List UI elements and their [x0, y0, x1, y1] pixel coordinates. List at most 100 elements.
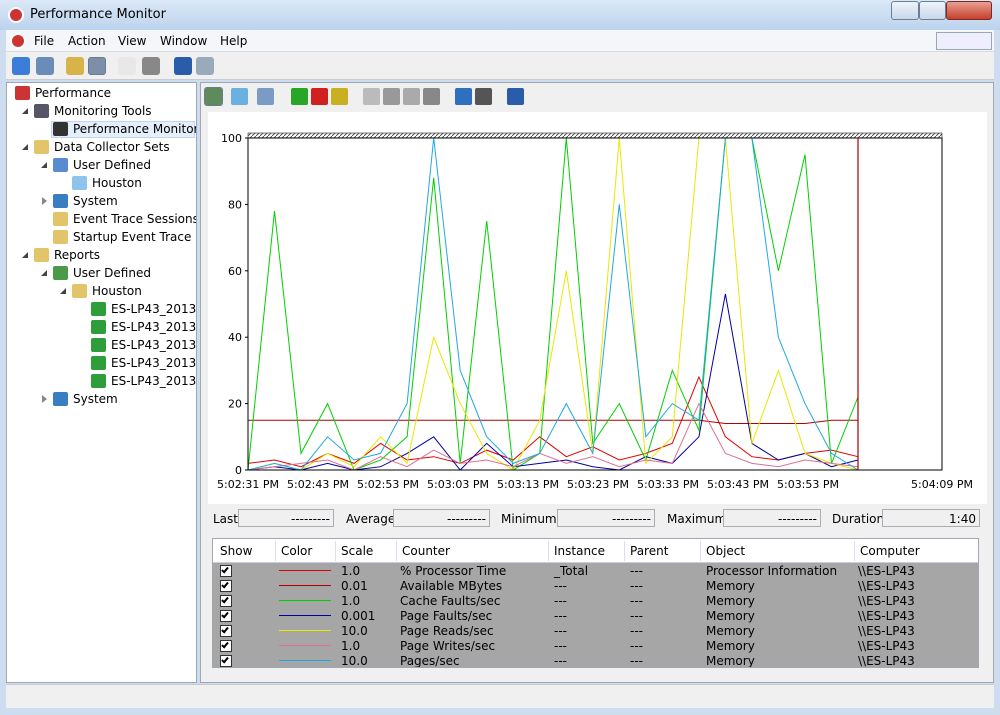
expander[interactable]: [42, 395, 47, 403]
column-header[interactable]: Object: [706, 544, 746, 558]
menu-item[interactable]: Window: [160, 34, 208, 48]
tree-item[interactable]: ES-LP43_201301: [111, 320, 197, 334]
toolbar-button[interactable]: [142, 57, 160, 75]
x-tick-label: 5:02:43 PM: [287, 478, 349, 491]
chart-tool[interactable]: [331, 88, 348, 105]
tree-icon: [34, 140, 49, 154]
tree-item[interactable]: Houston: [92, 284, 142, 298]
y-tick-label: 0: [235, 464, 242, 477]
chart-tool[interactable]: [507, 88, 524, 105]
chart-tool[interactable]: [363, 88, 380, 105]
y-tick-label: 80: [228, 198, 242, 211]
expander[interactable]: [42, 197, 47, 205]
series-line: [248, 137, 859, 470]
show-checkbox[interactable]: [220, 640, 232, 652]
chart-tool[interactable]: [311, 88, 328, 105]
column-header[interactable]: Instance: [554, 544, 606, 558]
instance: ---: [554, 654, 567, 668]
chart-tool[interactable]: [291, 88, 308, 105]
tree-item[interactable]: User Defined: [73, 266, 151, 280]
tree-item[interactable]: ES-LP43_201301: [111, 374, 197, 388]
toolbar-button[interactable]: [196, 57, 214, 75]
column-header[interactable]: Scale: [341, 544, 374, 558]
chart-tool[interactable]: [423, 88, 440, 105]
mdi-buttons[interactable]: [936, 32, 992, 50]
x-tick-label: 5:03:43 PM: [707, 478, 769, 491]
tree-item[interactable]: System: [73, 194, 118, 208]
menu-item[interactable]: Help: [220, 34, 248, 48]
series-line: [248, 137, 859, 470]
tree-item[interactable]: Houston: [92, 176, 142, 190]
chart-tool[interactable]: [383, 88, 400, 105]
menu-item[interactable]: File: [34, 34, 55, 48]
expander[interactable]: [60, 288, 66, 294]
minimize-button[interactable]: [891, 1, 919, 20]
object: Processor Information: [706, 564, 838, 578]
close-button[interactable]: [946, 1, 992, 20]
maximize-button[interactable]: [919, 1, 946, 20]
show-checkbox[interactable]: [220, 610, 232, 622]
scale: 10.0: [341, 624, 368, 638]
tree-item[interactable]: User Defined: [73, 158, 151, 172]
column-header[interactable]: Show: [220, 544, 253, 558]
tree-icon: [53, 158, 68, 172]
series-line: [248, 375, 859, 468]
show-checkbox[interactable]: [220, 580, 232, 592]
tree-icon: [34, 104, 49, 118]
tree-icon: [91, 374, 106, 388]
chart-tool[interactable]: [455, 88, 472, 105]
tree-item[interactable]: System: [73, 392, 118, 406]
toolbar-button[interactable]: [118, 57, 136, 75]
tree-item[interactable]: ES-LP43_201301: [111, 302, 197, 316]
instance: ---: [554, 624, 567, 638]
chart-tool[interactable]: [231, 88, 248, 105]
tree-item[interactable]: Event Trace Sessions: [73, 212, 197, 226]
toolbar-button[interactable]: [12, 57, 30, 75]
expander[interactable]: [41, 270, 47, 276]
tree-icon: [91, 302, 106, 316]
tree-item[interactable]: Data Collector Sets: [54, 140, 170, 154]
tree-item[interactable]: Performance Monitor: [73, 122, 197, 136]
show-checkbox[interactable]: [220, 565, 232, 577]
tree-item[interactable]: Startup Event Trace Ses: [73, 230, 196, 244]
tree-item[interactable]: Performance: [35, 86, 112, 100]
column-divider: [624, 541, 625, 561]
tree-item[interactable]: ES-LP43_201301: [111, 338, 197, 352]
toolbar-button[interactable]: [36, 57, 54, 75]
x-tick-label: 5:03:03 PM: [427, 478, 489, 491]
check-mark: [221, 655, 229, 664]
toolbar-button[interactable]: [66, 57, 84, 75]
show-checkbox[interactable]: [220, 625, 232, 637]
x-tick-label: 5:03:33 PM: [637, 478, 699, 491]
show-checkbox[interactable]: [220, 655, 232, 667]
toolbar-button[interactable]: [174, 57, 192, 75]
menu-item[interactable]: View: [118, 34, 147, 48]
chart-tool[interactable]: [257, 88, 274, 105]
stat-value: ---------: [291, 512, 330, 526]
counter: Available MBytes: [400, 579, 503, 593]
expander[interactable]: [22, 108, 28, 114]
chart-tool[interactable]: [204, 87, 223, 106]
column-divider: [396, 541, 397, 561]
color-swatch: [279, 585, 331, 586]
column-header[interactable]: Computer: [860, 544, 920, 558]
expander[interactable]: [22, 144, 28, 150]
menu-item[interactable]: Action: [68, 34, 106, 48]
chart-tool[interactable]: [475, 88, 492, 105]
tree-item[interactable]: Reports: [54, 248, 101, 262]
instance: ---: [554, 609, 567, 623]
scale: 0.001: [341, 609, 376, 623]
expander[interactable]: [22, 252, 28, 258]
column-header[interactable]: Parent: [630, 544, 669, 558]
column-header[interactable]: Counter: [402, 544, 450, 558]
column-header[interactable]: Color: [281, 544, 313, 558]
expander[interactable]: [41, 162, 47, 168]
object: Memory: [706, 594, 755, 608]
computer: \\ES-LP43: [858, 654, 915, 668]
toolbar-button[interactable]: [88, 57, 106, 75]
show-checkbox[interactable]: [220, 595, 232, 607]
chart-tool[interactable]: [403, 88, 420, 105]
column-divider: [548, 541, 549, 561]
tree-item[interactable]: ES-LP43_201301: [111, 356, 197, 370]
tree-item[interactable]: Monitoring Tools: [54, 104, 152, 118]
